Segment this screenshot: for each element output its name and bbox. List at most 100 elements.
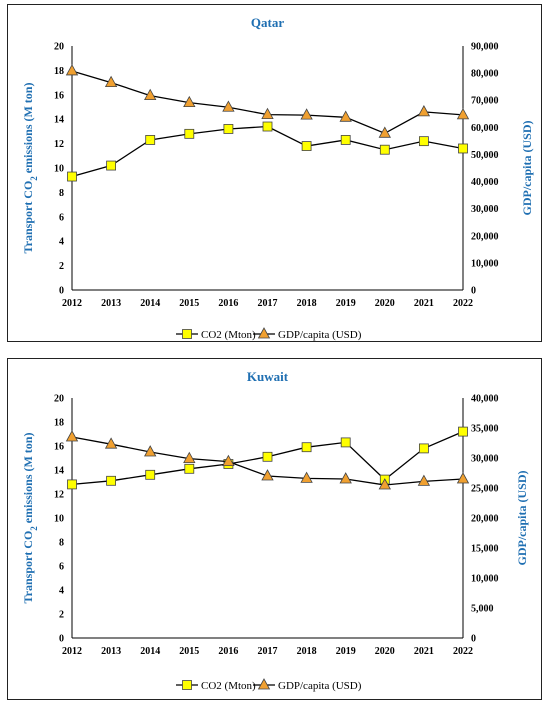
- x-axis-tick-label: 2018: [297, 298, 317, 309]
- co2-data-point: [301, 141, 312, 151]
- gdp-legend-label: GDP/capita (USD): [278, 329, 362, 341]
- qatar-chart-panel: Qatar 0 2 4 6 8 10 12 14 16 18 20 0 10,000 20,000 30,00…: [7, 4, 542, 342]
- gdp-data-point: [222, 454, 235, 466]
- left-axis-tick-label: 0: [59, 634, 64, 645]
- x-axis-tick-label: 2015: [179, 298, 199, 309]
- qatar-chart: Qatar 0 2 4 6 8 10 12 14 16 18 20 0 10,000 20,000 30,00…: [21, 15, 534, 341]
- co2-data-point: [184, 128, 195, 139]
- gdp-data-point: [65, 64, 79, 76]
- chart-title: Qatar: [251, 15, 284, 30]
- gdp-data-point: [65, 430, 79, 442]
- left-axis-title-main: Transport CO: [21, 181, 35, 254]
- right-axis-title: GDP/capita (USD): [515, 471, 529, 566]
- left-axis-tick-label: 12: [54, 490, 64, 501]
- right-axis-tick-label: 90,000: [471, 42, 499, 53]
- gdp-legend-marker: [257, 327, 271, 339]
- gdp-data-point: [417, 105, 431, 117]
- right-axis-tick-label: 50,000: [471, 150, 499, 161]
- left-axis-tick-label: 2: [59, 261, 64, 272]
- gdp-data-point: [378, 126, 391, 138]
- right-axis-tick-label: 40,000: [471, 177, 499, 188]
- x-axis-tick-label: 2015: [179, 646, 199, 657]
- right-axis-tick-label: 10,000: [471, 258, 499, 269]
- x-axis-tick-label: 2021: [414, 646, 434, 657]
- right-axis-tick-label: 40,000: [471, 394, 499, 405]
- x-axis-tick-label: 2014: [140, 646, 160, 657]
- left-axis-title: Transport CO2 emissions (M ton): [21, 433, 39, 604]
- gdp-data-point: [104, 75, 118, 87]
- x-axis-tick-label: 2014: [140, 298, 160, 309]
- left-axis-tick-label: 10: [54, 514, 64, 525]
- gdp-data-point: [339, 472, 352, 484]
- gdp-data-point: [261, 469, 274, 481]
- x-axis-tick-label: 2022: [453, 646, 473, 657]
- left-axis-tick-label: 16: [54, 90, 64, 101]
- right-axis-tick-label: 0: [471, 286, 476, 297]
- gdp-data-point: [144, 88, 157, 101]
- gdp-data-point: [183, 451, 196, 463]
- left-axis-tick-label: 6: [59, 562, 64, 573]
- x-axis-tick-label: 2012: [62, 646, 82, 657]
- co2-data-point: [67, 479, 77, 490]
- co2-data-point: [106, 160, 116, 171]
- x-axis-tick-label: 2020: [375, 298, 395, 309]
- gdp-data-point: [261, 107, 274, 119]
- right-axis-tick-label: 20,000: [471, 514, 499, 525]
- right-axis-tick-label: 25,000: [471, 484, 499, 495]
- left-axis-title-subscript: 2: [29, 176, 39, 181]
- co2-data-point: [458, 426, 468, 437]
- co2-data-point: [340, 437, 351, 448]
- gdp-data-point: [183, 95, 196, 108]
- x-axis-tick-label: 2019: [336, 646, 356, 657]
- right-axis-tick-label: 5,000: [471, 604, 494, 615]
- gdp-data-point: [300, 471, 313, 483]
- co2-data-point: [379, 144, 390, 155]
- left-axis-title: Transport CO2 emissions (M ton): [21, 83, 39, 254]
- gdp-legend-label: GDP/capita (USD): [278, 680, 362, 692]
- co2-data-point: [184, 463, 195, 474]
- gdp-data-point: [456, 108, 470, 120]
- co2-data-point: [145, 135, 156, 145]
- left-axis-tick-label: 4: [59, 237, 64, 248]
- co2-legend-marker: [182, 680, 192, 690]
- co2-data-point: [418, 136, 429, 147]
- left-axis-tick-label: 20: [54, 394, 64, 405]
- co2-data-point: [458, 143, 468, 154]
- left-axis-tick-label: 0: [59, 286, 64, 297]
- right-axis-tick-label: 20,000: [471, 231, 499, 242]
- chart-title: Kuwait: [247, 369, 289, 384]
- left-axis-tick-label: 14: [54, 115, 64, 126]
- co2-data-point: [223, 124, 234, 134]
- x-axis-tick-label: 2019: [336, 298, 356, 309]
- right-axis-tick-label: 80,000: [471, 69, 499, 80]
- gdp-data-point: [300, 108, 313, 120]
- co2-data-point: [67, 171, 77, 182]
- x-axis-tick-label: 2022: [453, 298, 473, 309]
- co2-legend-label: CO2 (Mton): [201, 680, 256, 692]
- right-axis-tick-label: 30,000: [471, 454, 499, 465]
- right-axis-tick-label: 15,000: [471, 544, 499, 555]
- right-axis-tick-label: 60,000: [471, 123, 499, 134]
- co2-data-point: [262, 121, 273, 132]
- left-axis-tick-label: 6: [59, 212, 64, 223]
- left-axis-tick-label: 8: [59, 188, 64, 199]
- co2-data-point: [301, 442, 312, 453]
- co2-series-line: [71, 125, 464, 178]
- left-axis-title-tail: emissions (M ton): [21, 83, 35, 177]
- left-axis-tick-label: 4: [59, 586, 64, 597]
- right-axis-tick-label: 10,000: [471, 574, 499, 585]
- right-axis-tick-label: 0: [471, 634, 476, 645]
- co2-data-point: [145, 469, 156, 480]
- x-axis-tick-label: 2018: [297, 646, 317, 657]
- co2-legend-label: CO2 (Mton): [201, 329, 256, 341]
- right-axis-tick-label: 30,000: [471, 204, 499, 215]
- left-axis-tick-label: 16: [54, 442, 64, 453]
- co2-data-point: [340, 135, 351, 145]
- right-axis-tick-label: 70,000: [471, 96, 499, 107]
- left-axis-tick-label: 8: [59, 538, 64, 549]
- gdp-data-point: [378, 478, 391, 490]
- x-axis-tick-label: 2017: [258, 298, 278, 309]
- gdp-data-point: [339, 110, 352, 122]
- gdp-data-point: [456, 472, 470, 484]
- left-axis-title-subscript: 2: [29, 526, 39, 531]
